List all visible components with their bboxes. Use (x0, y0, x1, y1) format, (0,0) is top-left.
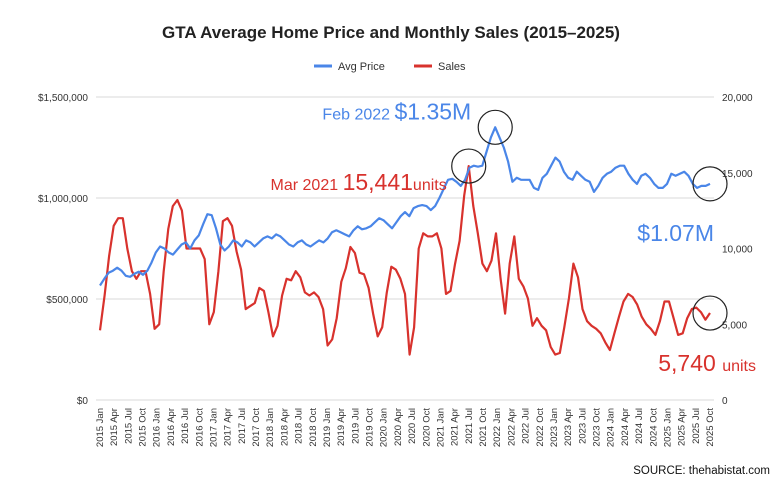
x-tick-label: 2021 Oct (478, 408, 489, 447)
price-latest-marker (692, 166, 728, 202)
y-left-tick-label: $1,000,000 (38, 194, 88, 205)
x-tick-label: 2017 Oct (251, 408, 262, 447)
y-right-tick-label: 20,000 (722, 93, 753, 104)
sales-peak-annotation: Mar 2021 15,441units (271, 169, 447, 195)
x-tick-label: 2017 Jan (208, 408, 219, 447)
x-tick-label: 2019 Oct (365, 408, 376, 447)
y-left-tick-label: $1,500,000 (38, 93, 88, 104)
x-tick-label: 2018 Apr (279, 408, 290, 446)
x-axis: 2015 Jan 2015 Apr 2015 Jul 2015 Oct 2016 Jan… (95, 408, 716, 447)
x-tick-label: 2023 Oct (592, 408, 603, 447)
x-tick-label: 2023 Jul (577, 408, 588, 444)
x-tick-label: 2015 Apr (109, 408, 120, 446)
annotations: Feb 2022 $1.35M Mar 2021 15,441units $1.07… (271, 98, 756, 376)
legend: Avg Price Sales (314, 61, 466, 73)
y-right-tick-label: 0 (722, 396, 728, 407)
x-tick-label: 2023 Jan (549, 408, 560, 447)
x-tick-label: 2019 Apr (336, 408, 347, 446)
x-tick-label: 2024 Jul (634, 408, 645, 444)
x-tick-label: 2020 Jul (407, 408, 418, 444)
x-tick-label: 2021 Jul (464, 408, 475, 444)
x-tick-label: 2025 Oct (705, 408, 716, 447)
sales-line (98, 165, 711, 356)
x-tick-label: 2019 Jul (350, 408, 361, 444)
x-tick-label: 2022 Jan (492, 408, 503, 447)
x-tick-label: 2025 Apr (677, 408, 688, 446)
x-tick-label: 2025 Jan (662, 408, 673, 447)
price-peak-annotation: Feb 2022 $1.35M (322, 98, 471, 124)
x-tick-label: 2023 Apr (563, 408, 574, 446)
legend-label-avg-price: Avg Price (338, 61, 385, 73)
x-tick-label: 2021 Apr (450, 408, 461, 446)
y-left-tick-label: $500,000 (46, 295, 88, 306)
x-tick-label: 2019 Jan (322, 408, 333, 447)
price-latest-label: $1.07M (637, 220, 714, 246)
x-tick-label: 2022 Oct (535, 408, 546, 447)
x-tick-label: 2015 Oct (138, 408, 149, 447)
price-peak-marker (477, 109, 513, 145)
chart-title: GTA Average Home Price and Monthly Sales… (162, 23, 620, 42)
x-tick-label: 2017 Apr (223, 408, 234, 446)
y-left-tick-label: $0 (77, 396, 89, 407)
x-tick-label: 2024 Jan (606, 408, 617, 447)
x-tick-label: 2022 Jul (521, 408, 532, 444)
x-tick-label: 2022 Apr (506, 408, 517, 446)
x-tick-label: 2017 Jul (237, 408, 248, 444)
legend-label-sales: Sales (438, 61, 466, 73)
gridlines (96, 96, 714, 401)
source-note: SOURCE: thehabistat.com (633, 465, 770, 477)
x-tick-label: 2025 Jul (691, 408, 702, 444)
x-tick-label: 2016 Apr (166, 408, 177, 446)
x-tick-label: 2020 Oct (421, 408, 432, 447)
x-tick-label: 2016 Jan (152, 408, 163, 447)
x-tick-label: 2024 Apr (620, 408, 631, 446)
sales-latest-label: 5,740 units (658, 350, 756, 376)
y-right-tick-label: 5,000 (722, 320, 747, 331)
series-lines (98, 126, 711, 356)
x-tick-label: 2015 Jan (95, 408, 106, 447)
x-tick-label: 2020 Apr (393, 408, 404, 446)
y-axis-right: 0 5,000 10,000 15,000 20,000 (722, 93, 753, 407)
x-tick-label: 2018 Oct (308, 408, 319, 447)
x-tick-label: 2021 Jan (435, 408, 446, 447)
x-tick-label: 2024 Oct (648, 408, 659, 447)
x-tick-label: 2016 Oct (194, 408, 205, 447)
sales-latest-marker (692, 295, 728, 331)
y-right-tick-label: 15,000 (722, 169, 753, 180)
x-tick-label: 2018 Jul (294, 408, 305, 444)
y-axis-left: $0 $500,000 $1,000,000 $1,500,000 (38, 93, 88, 407)
x-tick-label: 2018 Jan (265, 408, 276, 447)
avg-price-line (99, 126, 711, 287)
x-tick-label: 2015 Jul (123, 408, 134, 444)
sales-peak-marker (451, 148, 487, 184)
x-tick-label: 2016 Jul (180, 408, 191, 444)
y-right-tick-label: 10,000 (722, 245, 753, 256)
x-tick-label: 2020 Jan (379, 408, 390, 447)
